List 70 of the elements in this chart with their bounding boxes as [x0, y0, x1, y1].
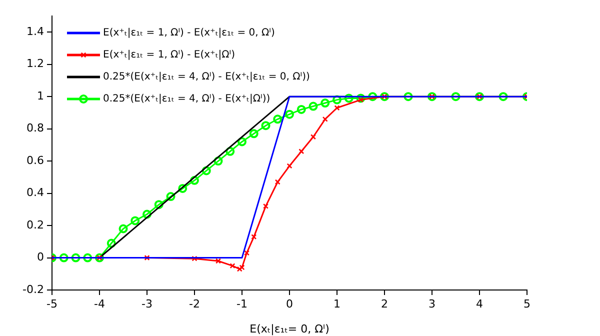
x-axis-title: E(xₜ|ε₁ₜ= 0, Ωᴵ) — [250, 322, 330, 336]
point — [298, 148, 304, 154]
point — [239, 264, 245, 270]
point — [215, 258, 222, 264]
point — [498, 92, 508, 102]
y-tick-label: 1.4 — [26, 24, 44, 38]
point — [230, 263, 236, 269]
point — [238, 137, 246, 146]
point — [285, 110, 294, 119]
point — [308, 102, 318, 111]
y-tick-label: 0 — [37, 250, 44, 264]
point — [244, 250, 250, 256]
x-tick-label: 0 — [286, 297, 293, 310]
point — [356, 94, 366, 103]
y-tick-label: 0.8 — [26, 122, 44, 135]
y-tick-label: 0.4 — [26, 186, 44, 200]
point — [142, 210, 152, 219]
legend-label: 0.25*(E(x⁺ₜ|ε₁ₜ = 4, Ωᴵ) - E(x⁺ₜ|Ωᴵ)) — [103, 94, 270, 105]
point — [332, 95, 342, 104]
x-tick-label: 1 — [334, 297, 340, 310]
point — [154, 200, 164, 210]
legend-label: E(x⁺ₜ|ε₁ₜ = 1, Ωᴵ) - E(x⁺ₜ|ε₁ₜ = 0, Ωᴵ) — [103, 28, 275, 39]
point — [296, 104, 306, 114]
point — [358, 97, 364, 103]
point — [106, 238, 116, 248]
point — [192, 256, 198, 262]
x-tick-label: -3 — [142, 297, 152, 310]
y-tick-label: 0.6 — [26, 154, 44, 167]
x-tick-label: 5 — [524, 297, 530, 310]
point — [59, 253, 68, 262]
x-tick-label: -1 — [236, 297, 248, 310]
point — [344, 94, 354, 103]
y-tick-label: 1.2 — [26, 57, 44, 70]
point — [451, 92, 460, 102]
point — [249, 129, 258, 138]
x-tick-label: 4 — [476, 297, 483, 310]
point — [214, 156, 223, 166]
point — [320, 98, 330, 108]
point — [251, 234, 257, 240]
point — [262, 203, 269, 209]
legend-label: E(x⁺ₜ|ε₁ₜ = 1, Ωᴵ) - E(x⁺ₜ|Ωᴵ) — [103, 50, 236, 61]
point — [286, 163, 292, 169]
point — [261, 121, 270, 130]
point — [322, 116, 328, 122]
x-tick-label: -5 — [46, 297, 58, 310]
point — [334, 105, 340, 111]
y-tick-label: -0.2 — [22, 282, 44, 296]
point — [368, 92, 378, 102]
point — [273, 114, 282, 124]
point — [144, 254, 150, 261]
point — [71, 253, 80, 262]
point — [274, 179, 280, 185]
x-tick-label: 2 — [381, 297, 388, 310]
point — [166, 192, 176, 202]
point — [310, 134, 316, 140]
legend-label: 0.25*(E(x⁺ₜ|ε₁ₜ = 4, Ωᴵ) - E(x⁺ₜ|ε₁ₜ = 0, Ωᴵ)) — [103, 72, 310, 83]
x-tick-label: 3 — [428, 297, 436, 310]
point — [404, 92, 413, 102]
point — [178, 184, 188, 193]
point — [83, 253, 92, 262]
point — [226, 146, 235, 156]
point — [118, 224, 128, 234]
x-tick-label: -4 — [94, 297, 105, 310]
x-tick-label: -2 — [189, 297, 200, 310]
point — [130, 216, 140, 226]
y-tick-label: 0.2 — [26, 218, 44, 232]
point — [190, 176, 199, 185]
point — [202, 166, 211, 176]
point — [236, 266, 242, 272]
y-tick-label: 1 — [37, 89, 44, 102]
